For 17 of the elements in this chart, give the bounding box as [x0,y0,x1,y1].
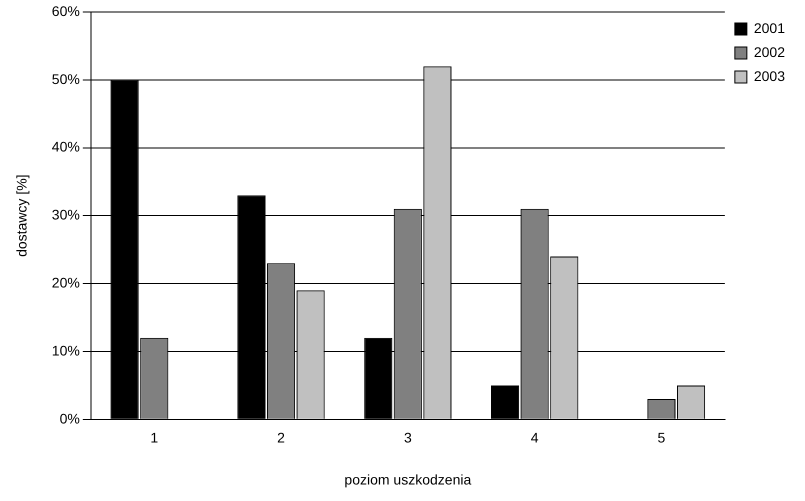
legend-label: 2001 [754,20,786,36]
x-tick-label: 5 [658,430,666,446]
y-tick-label: 0% [60,410,80,426]
x-tick-label: 4 [530,430,539,446]
y-tick-label: 40% [52,138,80,155]
y-tick-label: 20% [52,274,80,290]
x-tick-label: 1 [150,430,158,446]
legend-label: 2002 [754,44,786,60]
x-tick-label: 3 [404,430,412,446]
legend-label: 2003 [754,68,786,84]
y-tick-label: 60% [52,2,80,19]
x-tick-label: 2 [277,430,286,446]
y-tick-label: 10% [52,342,80,358]
y-tick-label: 30% [52,206,80,223]
y-tick-label: 50% [52,70,80,87]
x-axis-title: poziom uszkodzenia [344,471,472,488]
y-axis-title: dostawcy [%] [13,174,30,257]
